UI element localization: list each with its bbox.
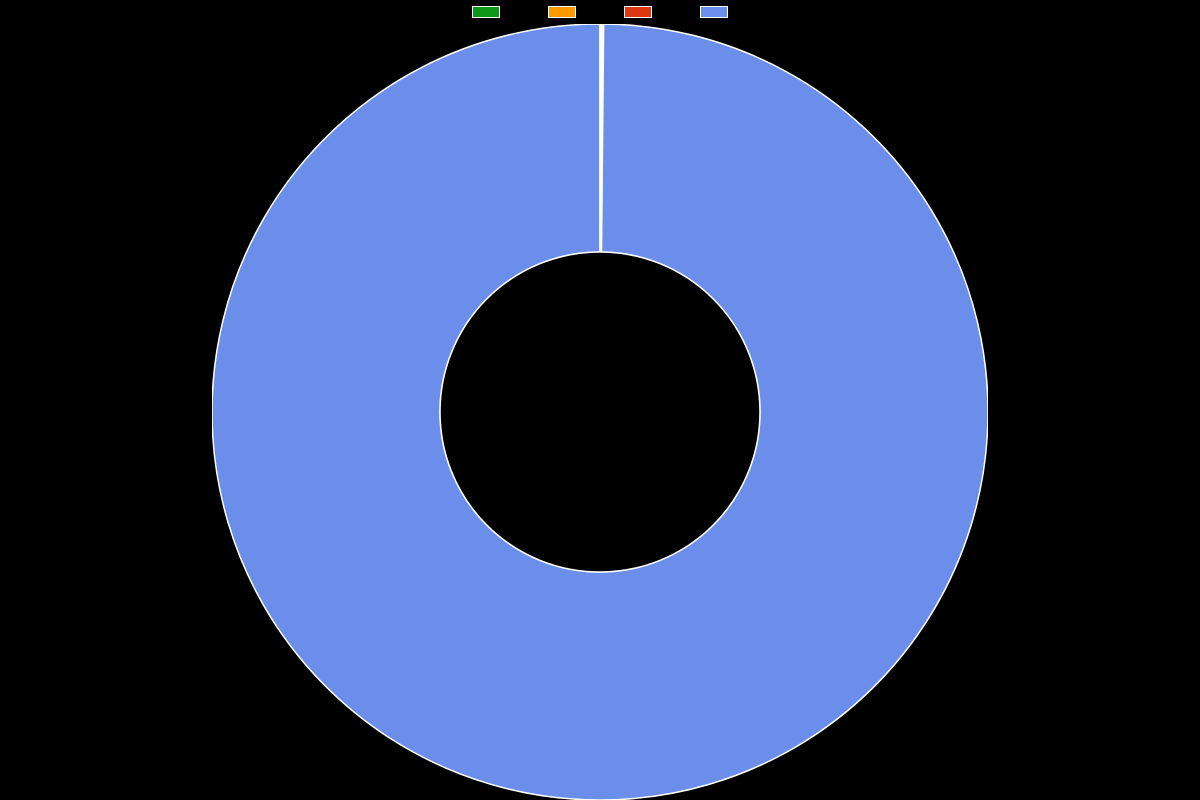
legend-item-0	[472, 6, 500, 18]
legend-swatch-orange	[548, 6, 576, 18]
legend-swatch-blue	[700, 6, 728, 18]
legend-item-3	[700, 6, 728, 18]
legend-item-2	[624, 6, 652, 18]
donut-hole	[440, 252, 760, 572]
legend-item-1	[548, 6, 576, 18]
legend-swatch-red	[624, 6, 652, 18]
legend-swatch-green	[472, 6, 500, 18]
donut-chart	[212, 24, 988, 800]
chart-legend	[472, 6, 728, 18]
